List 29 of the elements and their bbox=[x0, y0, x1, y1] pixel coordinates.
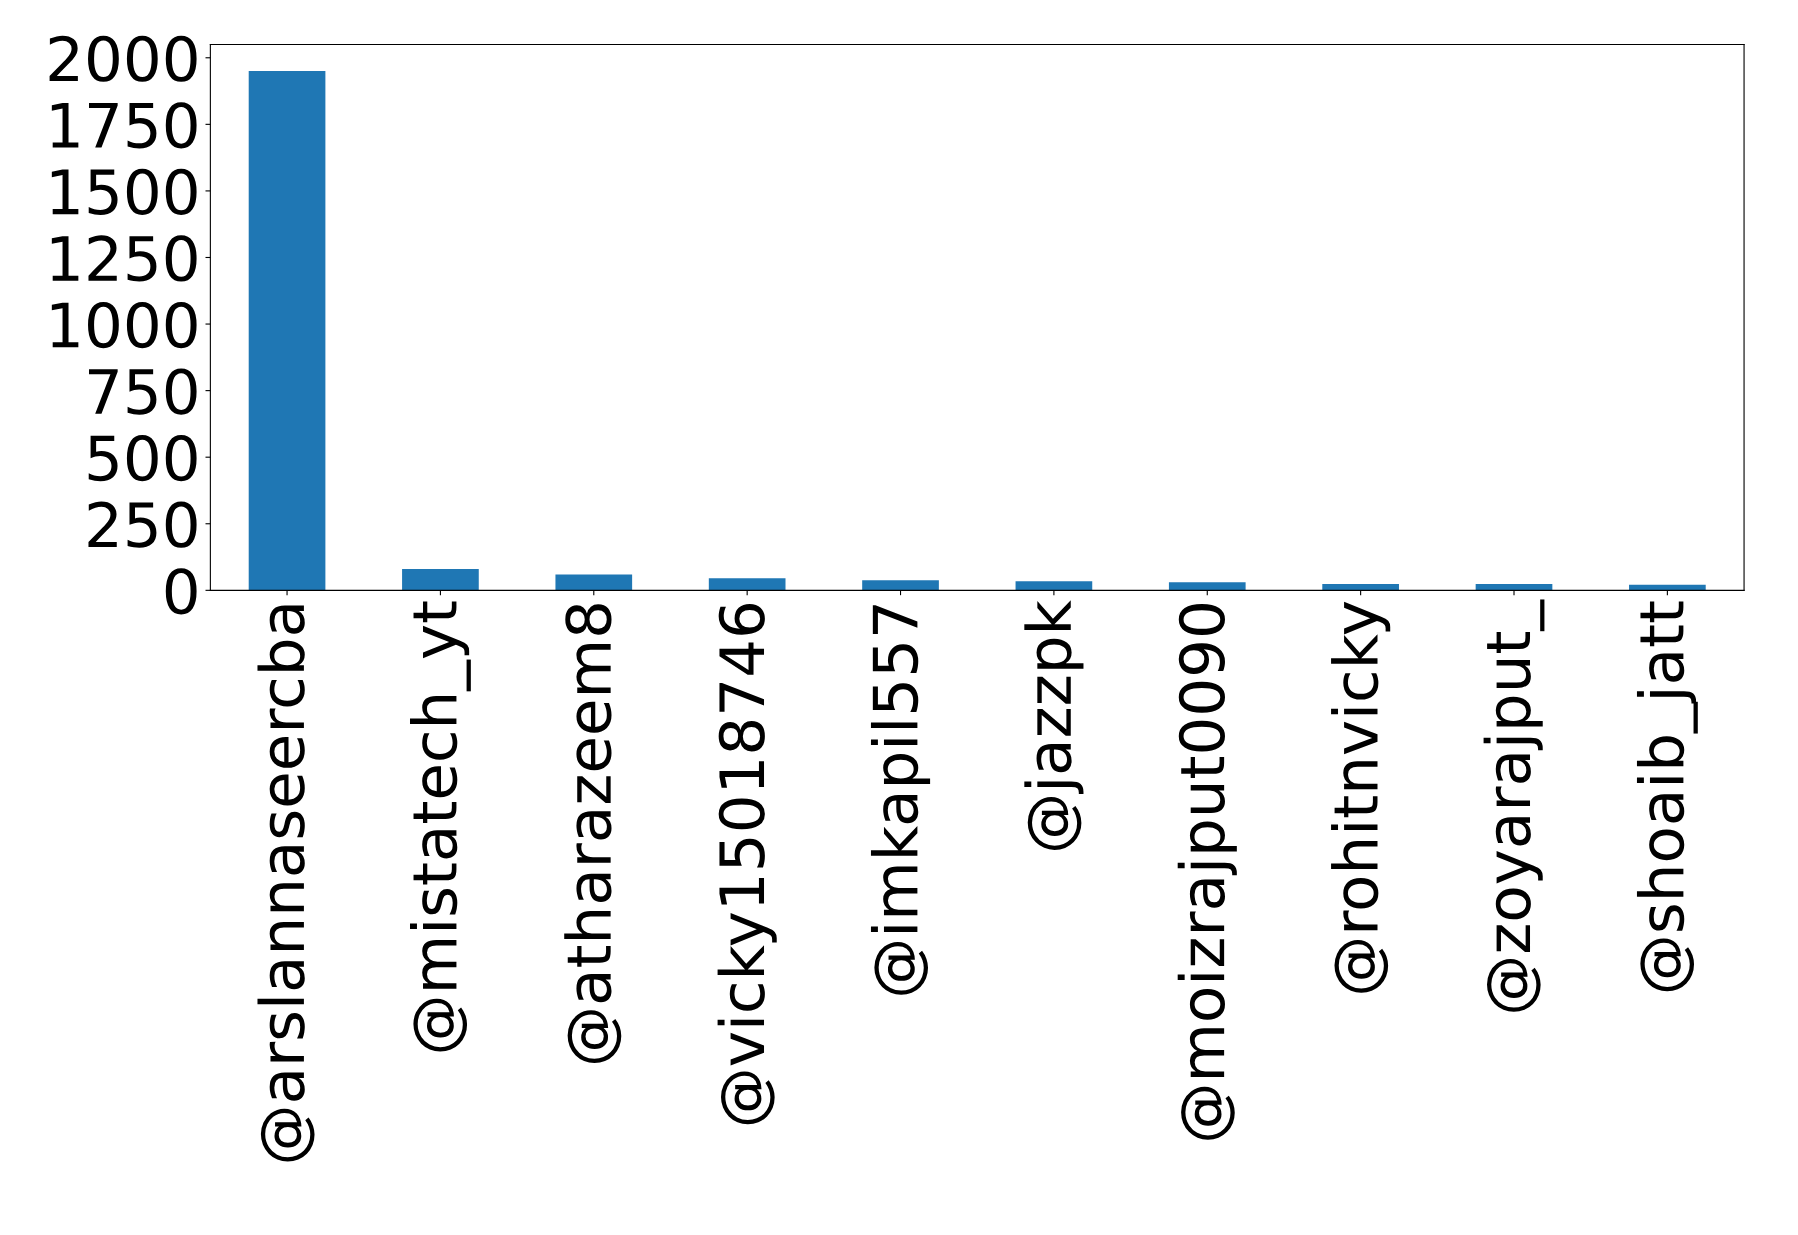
bar bbox=[1015, 581, 1093, 591]
bar bbox=[248, 71, 326, 591]
bar bbox=[1629, 584, 1706, 591]
bar bbox=[1322, 583, 1399, 591]
y-tick-label: 2000 bbox=[49, 35, 197, 82]
y-tick-label: 1750 bbox=[51, 102, 197, 149]
y-tick-label: 1000 bbox=[51, 301, 197, 349]
bar bbox=[555, 574, 633, 591]
y-tick-label: 0 bbox=[165, 568, 197, 615]
bar bbox=[862, 580, 939, 591]
bar bbox=[1168, 582, 1246, 591]
bar bbox=[402, 569, 479, 591]
y-tick-label: 250 bbox=[88, 501, 197, 548]
y-tick-label: 1250 bbox=[51, 235, 197, 282]
x-tick-label: @imkapil557 bbox=[870, 605, 931, 995]
bar bbox=[708, 578, 786, 591]
x-tick-label: @zoyarajput_ bbox=[1483, 599, 1545, 1012]
x-tick-label: @moizrajput0090 bbox=[1177, 604, 1237, 1140]
x-tick-label: @vicky15018746 bbox=[717, 603, 777, 1125]
y-tick-label: 500 bbox=[88, 435, 197, 482]
y-tick-label: 750 bbox=[89, 368, 197, 415]
y-tick-label: 1500 bbox=[51, 168, 197, 215]
x-tick-label: @rohitnvicky bbox=[1331, 601, 1391, 993]
x-tick-label: @mistatech_yt bbox=[410, 601, 471, 1052]
x-tick-label: @shoaib_jatt bbox=[1636, 601, 1698, 992]
x-tick-label: @atharazeem8 bbox=[564, 604, 622, 1063]
x-tick-label: @arslannaseercba bbox=[257, 605, 315, 1162]
x-tick-label: @jazzpk bbox=[1024, 600, 1084, 850]
bar bbox=[1475, 583, 1553, 591]
